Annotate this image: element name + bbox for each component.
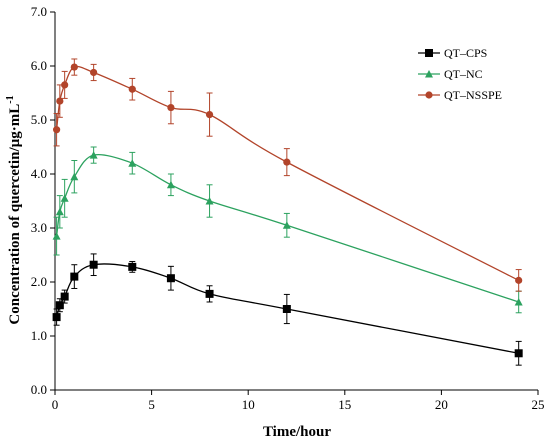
y-tick-label: 7.0 <box>31 4 47 19</box>
data-point-square <box>205 289 214 298</box>
data-point-square <box>70 272 79 281</box>
series-2 <box>52 146 523 314</box>
data-point-triangle <box>128 159 137 167</box>
data-point-triangle <box>52 232 61 240</box>
x-tick-label: 25 <box>532 397 545 412</box>
x-tick-label: 20 <box>435 397 448 412</box>
y-tick-label: 1.0 <box>31 328 47 343</box>
data-point-square <box>55 301 64 310</box>
legend-label: QT–NSSPE <box>444 88 502 102</box>
y-tick-label: 3.0 <box>31 220 47 235</box>
y-tick-label: 2.0 <box>31 274 47 289</box>
data-point-square <box>89 260 98 269</box>
data-point-circle <box>283 158 291 166</box>
data-point-square <box>52 313 61 322</box>
data-point-circle <box>205 111 214 119</box>
data-point-circle <box>515 276 523 284</box>
data-point-triangle <box>166 180 175 189</box>
data-point-circle <box>90 68 98 77</box>
y-tick-label: 5.0 <box>31 112 47 127</box>
y-tick-label: 0.0 <box>31 382 47 397</box>
series-3 <box>53 58 523 292</box>
data-point-circle <box>56 97 64 105</box>
data-point-square <box>282 305 291 313</box>
series-1 <box>52 253 523 366</box>
x-tick-label: 15 <box>338 397 351 412</box>
y-axis-title-superscript: -1 <box>5 95 16 103</box>
data-point-square <box>514 349 523 358</box>
x-axis-title: Time/hour <box>263 424 331 440</box>
data-point-triangle <box>205 197 214 205</box>
data-point-triangle <box>425 70 433 78</box>
data-point-triangle <box>89 151 98 159</box>
y-axis-title: Concentration of quercetin/µg·mL-1 <box>5 95 23 324</box>
data-point-circle <box>61 81 69 89</box>
data-point-circle <box>167 103 175 112</box>
y-axis: 0.0 1.0 2.0 3.0 4.0 5.0 6.0 7.0 <box>31 4 56 397</box>
legend-item: QT–CPS <box>418 46 487 60</box>
data-point-square <box>128 262 137 271</box>
data-point-square <box>60 292 69 301</box>
x-tick-label: 10 <box>242 397 255 412</box>
legend: QT–CPS QT–NC QT–NSSPE <box>418 46 502 102</box>
x-tick-label: 5 <box>148 397 155 412</box>
data-point-square <box>425 49 433 57</box>
data-point-circle <box>70 63 78 71</box>
y-tick-label: 4.0 <box>31 166 47 181</box>
legend-item: QT–NSSPE <box>418 88 502 102</box>
data-point-square <box>166 274 175 283</box>
data-point-circle <box>53 126 61 134</box>
data-point-triangle <box>55 207 64 216</box>
legend-label: QT–CPS <box>444 46 487 60</box>
data-point-circle <box>425 91 433 99</box>
legend-item: QT–NC <box>418 67 483 81</box>
data-point-triangle <box>514 297 523 306</box>
y-axis-title-main: Concentration of quercetin/µg·mL <box>7 104 23 325</box>
data-point-triangle <box>60 194 69 202</box>
x-axis: 0 5 10 15 20 25 <box>52 389 545 412</box>
data-point-triangle <box>70 172 79 181</box>
y-tick-label: 6.0 <box>31 58 47 73</box>
legend-label: QT–NC <box>444 67 483 81</box>
data-point-circle <box>128 85 136 93</box>
data-point-triangle <box>282 221 291 229</box>
x-tick-label: 0 <box>52 397 59 412</box>
series-group <box>52 58 523 366</box>
